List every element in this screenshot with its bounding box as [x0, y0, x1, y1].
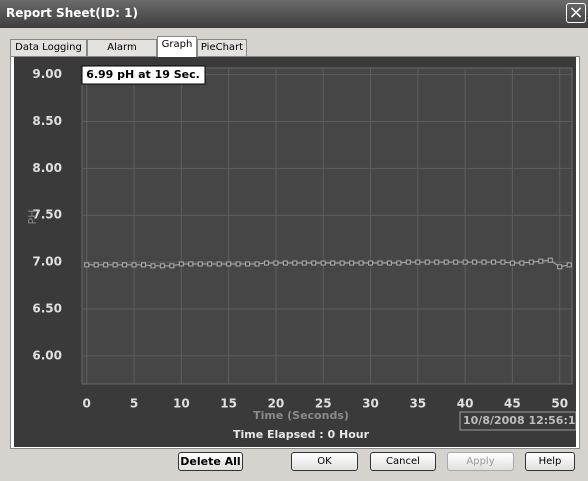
data-point	[453, 259, 459, 265]
data-point	[349, 260, 355, 266]
data-point	[472, 259, 478, 265]
x-tick-label: 5	[130, 397, 138, 411]
data-point	[547, 257, 553, 263]
data-point	[93, 262, 99, 268]
ok-button[interactable]: OK	[291, 452, 358, 471]
x-tick-label: 40	[457, 397, 474, 411]
y-tick-label: 6.00	[32, 348, 62, 362]
data-point	[207, 261, 213, 267]
data-point	[122, 262, 128, 268]
data-point	[481, 259, 487, 265]
data-point	[282, 260, 288, 266]
data-point	[490, 259, 496, 265]
data-point	[103, 262, 109, 268]
y-tick-label: 7.00	[32, 255, 62, 269]
timestamp-box	[459, 411, 576, 431]
data-point	[131, 262, 137, 268]
tab[interactable]: Data Logging	[10, 39, 87, 56]
tab-active[interactable]: Graph	[157, 36, 197, 57]
data-point	[566, 262, 572, 268]
delete-all-button[interactable]: Delete All	[178, 452, 243, 471]
close-button[interactable]: ×	[566, 3, 586, 23]
data-point	[415, 259, 421, 265]
title-bar: Report Sheet(ID: 1) ×	[0, 0, 588, 28]
data-point	[178, 261, 184, 267]
data-point	[386, 260, 392, 266]
data-point	[538, 258, 544, 264]
x-tick-label: 0	[83, 397, 91, 411]
x-tick-label: 45	[504, 397, 521, 411]
y-tick-label: 8.00	[32, 161, 62, 175]
data-point	[339, 260, 345, 266]
data-point	[254, 261, 260, 267]
data-point	[320, 260, 326, 266]
data-point	[301, 260, 307, 266]
tab[interactable]: Alarm logging	[87, 39, 157, 69]
tab[interactable]: PieChart	[197, 39, 247, 56]
data-point	[188, 261, 194, 267]
data-point	[330, 260, 336, 266]
data-point	[424, 259, 430, 265]
data-point	[216, 261, 222, 267]
data-point	[396, 260, 402, 266]
y-tick-label: 9.00	[32, 67, 62, 81]
data-point	[197, 261, 203, 267]
data-point	[112, 262, 118, 268]
data-point	[84, 262, 90, 268]
data-point	[368, 260, 374, 266]
data-point	[169, 263, 175, 269]
data-point	[377, 260, 383, 266]
plot-area	[81, 67, 573, 385]
data-point	[405, 259, 411, 265]
data-point	[509, 260, 515, 266]
x-tick-label: 30	[362, 397, 379, 411]
data-point	[235, 261, 241, 267]
x-axis-label: Time (Seconds)	[253, 409, 349, 422]
apply-button: Apply	[447, 452, 514, 471]
data-point	[263, 260, 269, 266]
data-point	[311, 260, 317, 266]
cancel-button[interactable]: Cancel	[370, 452, 436, 471]
data-line	[86, 259, 570, 268]
subtitle: Time Elapsed : 0 Hour	[233, 428, 370, 441]
y-tick-label: 6.50	[32, 301, 62, 315]
data-point	[434, 259, 440, 265]
data-point	[292, 260, 298, 266]
data-point	[150, 263, 156, 269]
help-button[interactable]: Help	[525, 452, 575, 471]
x-tick-label: 35	[409, 397, 426, 411]
x-tick-label: 15	[220, 397, 237, 411]
x-tick-label: 25	[315, 397, 332, 411]
data-point	[500, 259, 506, 265]
data-point	[140, 262, 146, 268]
chart: 6.00 6.50 7.00 7.50 8.00 8.50 9.00 0 5 10 15 20 25 30…	[14, 57, 576, 447]
data-point	[358, 260, 364, 266]
x-tick-label: 10	[173, 397, 190, 411]
data-point	[226, 261, 232, 267]
data-point	[557, 264, 563, 270]
data-point	[245, 261, 251, 267]
x-tick-label: 50	[551, 397, 568, 411]
data-point	[528, 259, 534, 265]
y-tick-label: 8.50	[32, 114, 62, 128]
data-point	[519, 260, 525, 266]
annotation: 6.99 pH at 19 Sec.	[86, 68, 200, 81]
data-point	[462, 259, 468, 265]
timestamp: 10/8/2008 12:56:14	[463, 414, 576, 427]
x-tick-label: 20	[268, 397, 285, 411]
data-point	[443, 259, 449, 265]
data-point	[273, 260, 279, 266]
y-tick-label: 7.50	[32, 208, 62, 222]
data-point	[159, 263, 165, 269]
annotation-box	[81, 65, 206, 85]
y-axis-label: PH	[26, 210, 39, 225]
window-title: Report Sheet(ID: 1)	[6, 6, 138, 20]
